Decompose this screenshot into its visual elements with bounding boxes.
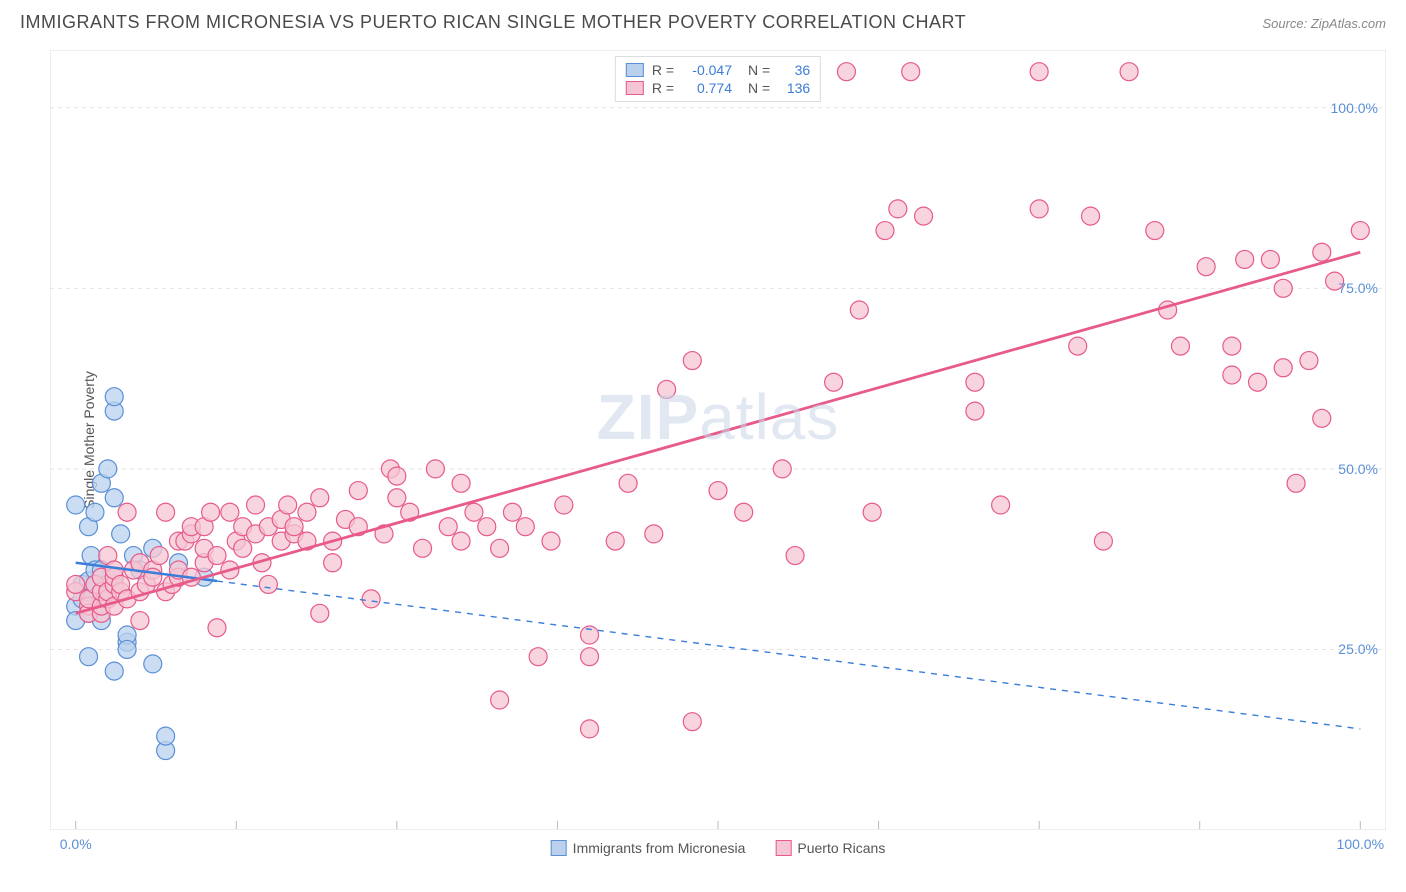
scatter-plot [50, 50, 1386, 830]
legend-label: Puerto Ricans [797, 840, 885, 856]
title-bar: IMMIGRANTS FROM MICRONESIA VS PUERTO RIC… [0, 0, 1406, 41]
y-tick-label: 25.0% [1338, 641, 1378, 657]
legend-item: Puerto Ricans [775, 840, 885, 856]
x-tick-label: 0.0% [60, 836, 92, 852]
correlation-stats-box: R = -0.047 N = 36 R = 0.774 N = 136 [615, 56, 821, 102]
legend-swatch [626, 81, 644, 95]
y-tick-label: 50.0% [1338, 461, 1378, 477]
source-prefix: Source: [1262, 16, 1310, 31]
r-value: 0.774 [682, 80, 732, 96]
legend-bottom: Immigrants from Micronesia Puerto Ricans [551, 840, 886, 856]
chart-area: Single Mother Poverty ZIPatlas R =-0.047… [50, 50, 1386, 830]
source-name: ZipAtlas.com [1311, 16, 1386, 31]
y-tick-label: 75.0% [1338, 280, 1378, 296]
legend-label: Immigrants from Micronesia [573, 840, 746, 856]
y-tick-label: 100.0% [1331, 100, 1378, 116]
r-label: R = [652, 62, 674, 78]
chart-title: IMMIGRANTS FROM MICRONESIA VS PUERTO RIC… [20, 12, 966, 33]
n-label: N = [748, 62, 770, 78]
legend-swatch [626, 63, 644, 77]
stats-row: R = -0.047 N = 36 [626, 61, 810, 79]
source-attribution: Source: ZipAtlas.com [1262, 16, 1386, 31]
n-label: N = [748, 80, 770, 96]
x-tick-label: 100.0% [1337, 836, 1384, 852]
stats-row: R = 0.774 N = 136 [626, 79, 810, 97]
n-value: 36 [778, 62, 810, 78]
r-label: R = [652, 80, 674, 96]
legend-swatch [775, 840, 791, 856]
legend-swatch [551, 840, 567, 856]
legend-item: Immigrants from Micronesia [551, 840, 746, 856]
r-value: -0.047 [682, 62, 732, 78]
n-value: 136 [778, 80, 810, 96]
